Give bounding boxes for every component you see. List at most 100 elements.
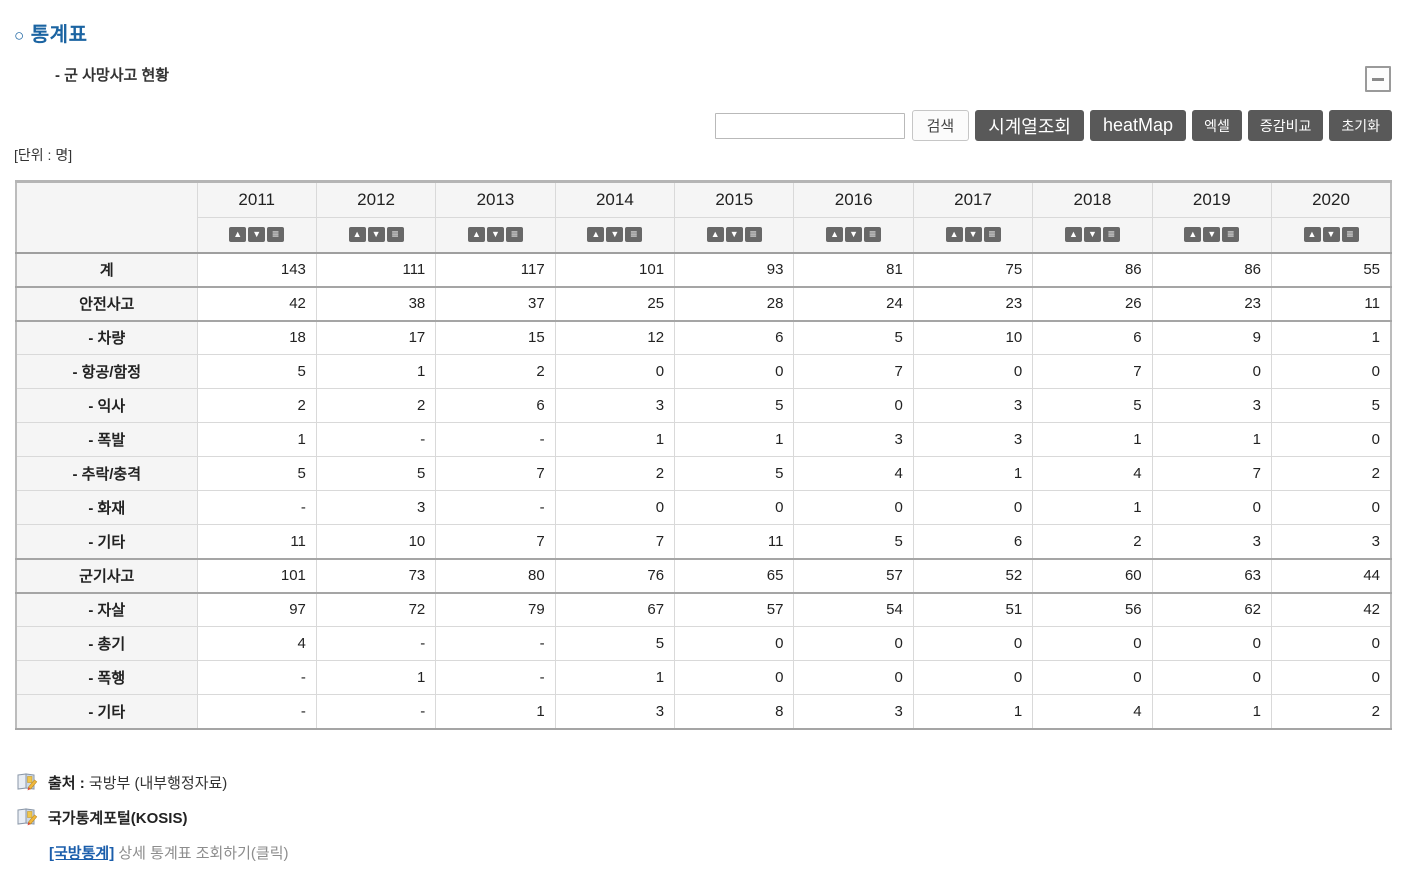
data-cell: 1 [435,694,556,729]
data-cell: 3 [912,422,1033,457]
search-button[interactable]: 검색 [911,110,970,141]
data-cell: 2 [196,388,317,423]
data-cell: 3 [1151,388,1272,423]
row-label: - 차량 [15,320,197,355]
sort-asc-button-2011[interactable]: ▲ [229,227,247,243]
sort-desc-button-2019[interactable]: ▼ [1203,227,1221,243]
sort-asc-button-2013[interactable]: ▲ [467,227,485,243]
row-label: - 화재 [15,490,197,525]
sort-desc-button-2017[interactable]: ▼ [964,227,982,243]
sort-menu-button-2014[interactable]: ≡ [625,227,643,243]
row-label: - 추락/충격 [15,456,197,491]
sort-controls-2011: ▲ ▼ ≡ [196,217,317,254]
data-cell: 4 [196,626,317,661]
data-cell: 5 [1271,388,1391,423]
defense-statistics-link[interactable]: [국방통계] [49,845,115,862]
collapse-button[interactable] [1365,66,1391,92]
sort-menu-button-2020[interactable]: ≡ [1341,227,1359,243]
data-cell: 0 [1151,660,1272,695]
data-cell: 143 [196,252,317,287]
data-cell: 86 [1032,252,1153,287]
data-cell: 1 [1032,490,1153,525]
data-cell: - [435,660,556,695]
data-cell: 73 [315,558,436,593]
excel-button[interactable]: 엑셀 [1192,110,1242,141]
source-value: 국방부 (내부행정자료) [84,775,228,792]
portal-line: 국가통계포털(KOSIS) [16,807,289,828]
sort-desc-button-2011[interactable]: ▼ [248,227,266,243]
sort-asc-button-2017[interactable]: ▲ [945,227,963,243]
sort-menu-button-2015[interactable]: ≡ [744,227,762,243]
table-row: 군기사고 101 73 80 76 65 57 52 60 63 44 [15,558,1391,593]
data-cell: 63 [1151,558,1272,593]
data-cell: 0 [793,490,914,525]
data-cell: 52 [912,558,1033,593]
data-cell: 67 [554,592,675,627]
data-cell: 6 [674,320,794,355]
data-cell: - [196,694,317,729]
table-row: - 기타 - -1 3 8 3 1 4 1 2 [15,694,1391,729]
sort-menu-button-2018[interactable]: ≡ [1102,227,1120,243]
sort-desc-button-2012[interactable]: ▼ [367,227,385,243]
source-text: 출처 : 국방부 (내부행정자료) [48,772,227,793]
sort-asc-button-2012[interactable]: ▲ [348,227,366,243]
data-cell: - [315,626,436,661]
data-cell: 3 [793,694,914,729]
data-cell: 1 [554,660,675,695]
table-subtitle: - 군 사망사고 현황 [55,67,170,84]
sort-desc-button-2013[interactable]: ▼ [486,227,504,243]
sort-desc-button-2014[interactable]: ▼ [606,227,624,243]
sort-menu-button-2019[interactable]: ≡ [1222,227,1240,243]
table-row: 계 143 111 117 101 93 81 75 86 86 55 [15,252,1391,287]
sort-desc-button-2015[interactable]: ▼ [725,227,743,243]
data-cell: 1 [674,422,794,457]
data-cell: 11 [1271,286,1391,321]
sort-desc-button-2016[interactable]: ▼ [845,227,863,243]
sort-asc-button-2018[interactable]: ▲ [1064,227,1082,243]
data-cell: 1 [912,456,1033,491]
sort-menu-button-2017[interactable]: ≡ [983,227,1001,243]
data-cell: 12 [554,320,675,355]
data-cell: 1 [1151,422,1272,457]
sort-menu-button-2013[interactable]: ≡ [505,227,523,243]
sort-menu-button-2011[interactable]: ≡ [267,227,285,243]
data-cell: 3 [1151,524,1272,559]
table-row: - 기타 11 10 7 7 11 5 6 2 3 3 [15,524,1391,559]
year-header-2019: 2019 [1151,181,1272,218]
book-pencil-icon [17,773,38,791]
reset-button[interactable]: 초기화 [1329,110,1392,141]
year-header-2017: 2017 [912,181,1033,218]
data-cell: 0 [912,660,1033,695]
sort-asc-button-2015[interactable]: ▲ [706,227,724,243]
data-cell: 1 [196,422,317,457]
search-input[interactable] [714,112,905,139]
timeseries-button[interactable]: 시계열조회 [975,110,1084,141]
sort-asc-button-2016[interactable]: ▲ [826,227,844,243]
sort-asc-button-2014[interactable]: ▲ [587,227,605,243]
data-cell: 97 [196,592,317,627]
table-row: - 자살 97 72 79 67 57 54 51 56 62 42 [15,592,1391,627]
sort-asc-button-2020[interactable]: ▲ [1303,227,1321,243]
sort-controls-2019: ▲ ▼ ≡ [1151,217,1272,254]
data-cell: 1 [1032,422,1153,457]
year-header-2013: 2013 [435,181,556,218]
heatmap-button[interactable]: heatMap [1090,110,1187,141]
table-row: - 폭발 1- -1 1 3 3 1 1 0 [15,422,1391,457]
data-cell: - [435,626,556,661]
sort-menu-button-2012[interactable]: ≡ [386,227,404,243]
data-cell: 7 [435,524,556,559]
sort-asc-button-2019[interactable]: ▲ [1184,227,1202,243]
data-cell: 5 [674,388,794,423]
sort-controls-2017: ▲ ▼ ≡ [912,217,1033,254]
table-row: - 익사 2 2 6 3 5 0 3 5 3 5 [15,388,1391,423]
sort-desc-button-2018[interactable]: ▼ [1083,227,1101,243]
page-header: ○ 통계표 - 군 사망사고 현황 검색 시계열조회 heatMap 엑셀 증감비… [0,0,1412,180]
sort-menu-button-2016[interactable]: ≡ [864,227,882,243]
data-cell: 2 [554,456,675,491]
sort-desc-button-2020[interactable]: ▼ [1322,227,1340,243]
table-row: - 추락/충격 5 5 7 2 5 4 1 4 7 2 [15,456,1391,491]
data-cell: 0 [793,626,914,661]
data-cell: 7 [1151,456,1272,491]
compare-button[interactable]: 증감비교 [1247,110,1324,141]
data-cell: 62 [1151,592,1272,627]
